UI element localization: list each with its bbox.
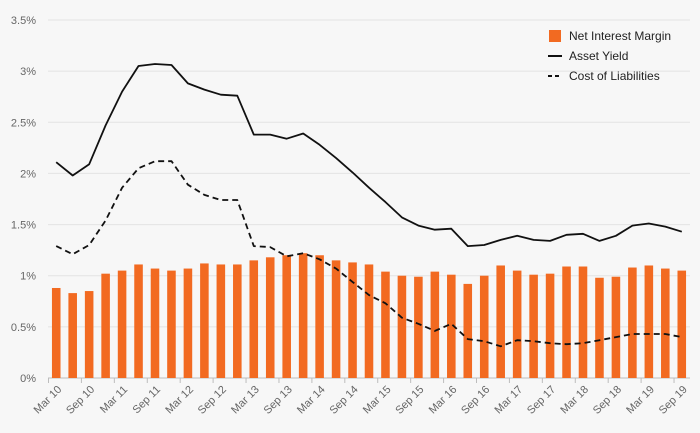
x-tick-label: Sep 15: [393, 384, 426, 417]
bar: [529, 274, 538, 378]
x-tick-label: Mar 19: [624, 384, 657, 417]
x-tick-label: Sep 13: [262, 384, 295, 417]
x-tick-label: Sep 11: [131, 384, 164, 417]
bar: [216, 264, 226, 378]
bar: [68, 293, 77, 378]
y-tick-label: 0%: [20, 373, 36, 385]
bar: [331, 260, 341, 378]
bar: [430, 271, 440, 378]
x-tick-label: Mar 15: [361, 384, 394, 417]
bar: [447, 274, 456, 378]
bar: [397, 275, 407, 378]
y-tick-label: 2.5%: [11, 117, 36, 129]
bar: [167, 270, 176, 378]
bar: [265, 257, 275, 378]
bar: [512, 270, 522, 378]
x-tick-label: Sep 19: [657, 384, 690, 417]
bar: [134, 264, 143, 378]
x-axis-ticks: Mar 10 Sep 10 Mar 11 Sep 11 Mar 12 Sep 12 Mar …: [32, 378, 690, 417]
bar: [381, 271, 390, 378]
x-tick-label: Mar 14: [295, 384, 328, 417]
bar: [364, 264, 374, 378]
x-tick-label: Sep 17: [525, 384, 558, 417]
bar: [101, 273, 110, 378]
bar: [496, 265, 505, 378]
legend-label: Net Interest Margin: [569, 29, 671, 43]
bar: [84, 291, 94, 378]
y-tick-label: 0.5%: [11, 322, 36, 334]
bar: [233, 264, 242, 378]
legend-label: Asset Yield: [569, 49, 628, 63]
bar: [183, 268, 193, 378]
bar-series-net-interest-margin: [51, 253, 687, 378]
bar: [661, 268, 670, 378]
line-asset-yield: [55, 63, 683, 248]
bar: [348, 262, 357, 378]
bar: [315, 255, 324, 378]
bar: [545, 273, 555, 378]
bar: [578, 266, 588, 378]
bar: [479, 275, 489, 378]
x-tick-label: Mar 13: [229, 384, 262, 417]
x-tick-label: Mar 16: [427, 384, 460, 417]
legend-swatch-bar: [549, 30, 561, 42]
bar: [595, 277, 604, 378]
bar: [298, 253, 308, 378]
x-tick-label: Sep 18: [591, 384, 624, 417]
bar: [628, 267, 637, 378]
x-tick-label: Mar 18: [558, 384, 591, 417]
x-tick-label: Sep 16: [459, 384, 492, 417]
legend: Net Interest Margin Asset Yield Cost of Li…: [548, 29, 671, 83]
y-axis-ticks: 0% 0.5% 1% 1.5% 2% 2.5% 3% 3.5%: [11, 15, 36, 385]
x-tick-label: Sep 10: [64, 384, 97, 417]
bar: [644, 265, 654, 378]
bar: [117, 270, 127, 378]
bar: [200, 263, 209, 378]
x-tick-label: Sep 12: [196, 384, 229, 417]
bar: [611, 276, 621, 378]
line-cost-of-liabilities: [55, 160, 682, 348]
y-tick-label: 3%: [20, 66, 36, 78]
bar: [463, 283, 473, 378]
bar: [562, 266, 571, 378]
bar: [150, 268, 160, 378]
y-tick-label: 1.5%: [11, 220, 36, 232]
bar: [51, 287, 61, 378]
bar: [414, 276, 423, 378]
bar: [249, 260, 259, 378]
x-tick-label: Mar 17: [493, 384, 526, 417]
y-tick-label: 1%: [20, 271, 36, 283]
bar: [677, 270, 687, 378]
x-tick-label: Mar 10: [32, 384, 65, 417]
x-tick-label: Sep 14: [328, 384, 361, 417]
x-tick-label: Mar 12: [163, 384, 196, 417]
legend-label: Cost of Liabilities: [569, 69, 660, 83]
bar: [282, 255, 291, 378]
y-tick-label: 3.5%: [11, 15, 36, 27]
x-tick-label: Mar 11: [98, 384, 130, 416]
line-series: [55, 63, 683, 348]
y-tick-label: 2%: [20, 168, 36, 180]
